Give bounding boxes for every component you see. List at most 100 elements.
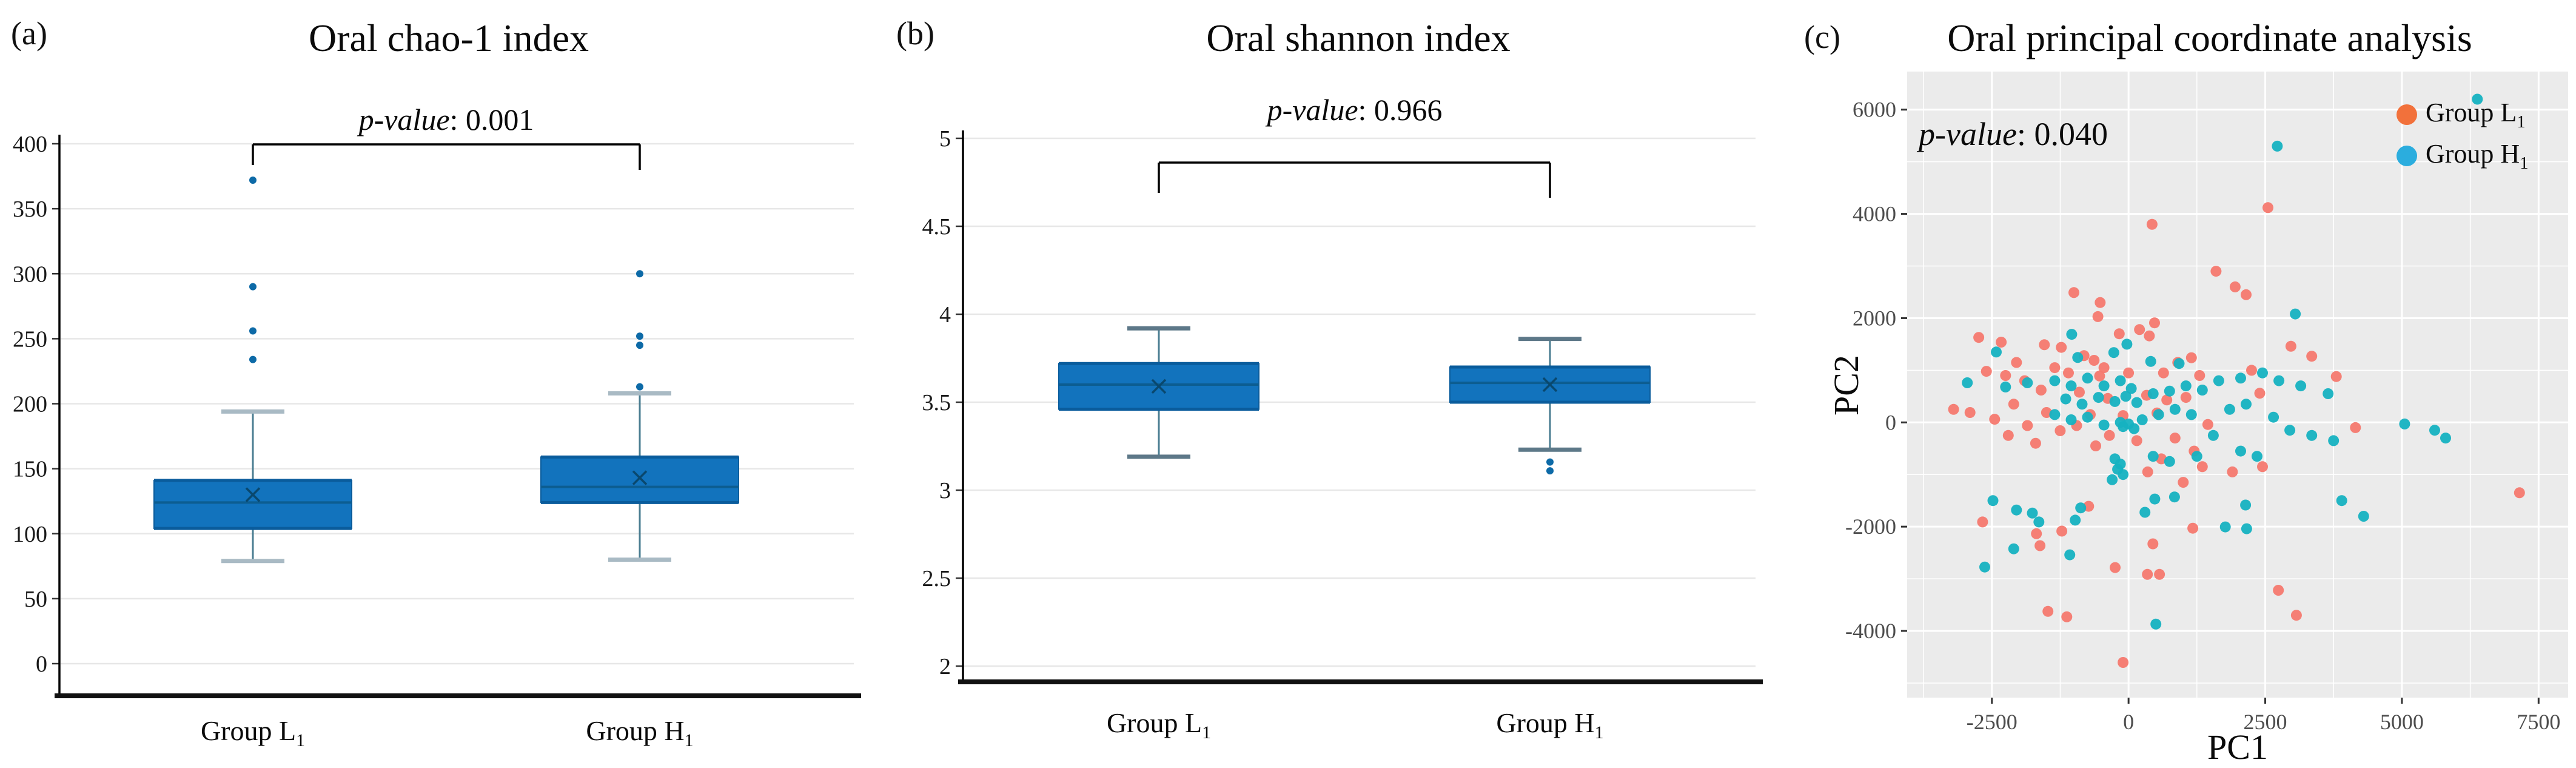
group-h1-point xyxy=(2399,418,2410,429)
group-h1-point xyxy=(2118,469,2129,480)
group-h1-point xyxy=(2336,495,2347,507)
group-l1-point xyxy=(2330,371,2342,382)
outlier-point xyxy=(249,283,257,291)
group-h1-point xyxy=(2358,511,2369,522)
group-l1-point xyxy=(2063,367,2074,379)
outlier-point xyxy=(636,383,643,391)
group-l1-point xyxy=(2169,433,2181,444)
group-h1-point xyxy=(2070,514,2081,526)
panel-b-pvalue-label: p-value xyxy=(1267,93,1358,127)
group-l1-point xyxy=(2049,362,2061,374)
group-l1-point xyxy=(2185,352,2197,363)
panel-a-title: Oral chao-1 index xyxy=(308,16,589,59)
group-h1-point xyxy=(2472,93,2483,105)
group-l1-point xyxy=(2285,340,2296,352)
y-tick-label: -4000 xyxy=(1845,619,1896,643)
group-l1-point xyxy=(1973,332,1985,343)
group-l1-point xyxy=(2030,437,2041,449)
y-tick-label: 4.5 xyxy=(922,214,951,240)
category-label: Group H1 xyxy=(586,715,694,751)
pc2-axis-title: PC2 xyxy=(1826,355,1866,416)
group-l1-point xyxy=(2202,419,2213,430)
y-tick-label: 150 xyxy=(13,457,47,482)
group-h1-point xyxy=(2145,355,2156,367)
group-l1-point xyxy=(2306,351,2318,362)
y-tick-label: 0 xyxy=(1885,410,1896,434)
group-l1-point xyxy=(2210,266,2222,277)
outlier-point xyxy=(636,332,643,340)
group-h1-legend-label: Group H1 xyxy=(2426,139,2529,173)
group-h1-point xyxy=(1979,561,1990,573)
y-tick-label: 400 xyxy=(13,132,47,157)
group-l1-point xyxy=(2144,330,2155,342)
mean-marker xyxy=(1151,379,1167,394)
group-l1-point xyxy=(2090,440,2101,451)
scatter-panel-background xyxy=(1907,72,2568,698)
group-h1-point xyxy=(2108,347,2119,359)
group-l1-point xyxy=(2022,420,2033,431)
group-h1-point xyxy=(2008,543,2019,554)
group-h1-point xyxy=(2185,409,2197,420)
y-tick-label: 4000 xyxy=(1853,202,1896,226)
group-l1-point xyxy=(2257,461,2268,473)
group-h1-point xyxy=(2149,493,2161,505)
group-l1-point xyxy=(2147,538,2159,550)
group-l1-point xyxy=(1964,407,1976,418)
y-tick-label: 300 xyxy=(13,261,47,287)
x-tick-label: 2500 xyxy=(2244,710,2287,734)
category-label: Group H1 xyxy=(1496,707,1604,743)
x-tick-label: 0 xyxy=(2123,710,2134,734)
group-l1-legend-label: Group L1 xyxy=(2426,98,2526,132)
group-l1-point xyxy=(2092,311,2104,322)
group-h1-point xyxy=(2125,383,2137,394)
group-l1-point xyxy=(2158,367,2169,379)
y-tick-label: 0 xyxy=(36,652,47,677)
group-h1-point xyxy=(2049,409,2061,420)
legend-item-group-h1: Group H1 xyxy=(2397,138,2529,173)
group-l1-point xyxy=(2246,365,2257,376)
y-tick-label: 250 xyxy=(13,326,47,352)
group-l1-point xyxy=(1948,403,1959,415)
group-h1-point xyxy=(2120,391,2132,402)
group-h1-point xyxy=(2207,429,2219,441)
group-h1-point xyxy=(2072,352,2084,363)
panel-b-title: Oral shannon index xyxy=(1206,16,1511,59)
mean-marker xyxy=(245,487,261,502)
group-l1-point xyxy=(2142,568,2153,580)
group-h1-point xyxy=(2098,419,2110,431)
group-h1-point xyxy=(2065,380,2077,392)
y-tick-label: 6000 xyxy=(1853,98,1896,122)
panel-c-pvalue-value: : 0.040 xyxy=(2016,116,2108,152)
outlier-point xyxy=(1546,467,1554,475)
group-l1-point xyxy=(2149,317,2160,329)
group-h1-point xyxy=(1987,495,1999,507)
group-l1-point xyxy=(2290,610,2302,621)
panel-c-title: Oral principal coordinate analysis xyxy=(1947,16,2472,59)
group-h1-point xyxy=(2273,375,2285,386)
group-h1-point xyxy=(2107,474,2118,485)
group-h1-point xyxy=(2121,339,2133,350)
y-tick-label: 2.5 xyxy=(922,566,951,591)
box xyxy=(153,479,352,530)
group-h1-point xyxy=(1962,377,1973,388)
group-h1-point xyxy=(2150,618,2162,630)
group-h1-point xyxy=(2065,414,2077,425)
legend-item-group-l1: Group L1 xyxy=(2397,97,2526,132)
group-l1-point xyxy=(2350,422,2361,433)
panel-a-pvalue-label: p-value xyxy=(358,103,450,136)
group-h1-point xyxy=(2153,409,2164,420)
pc1-axis-title: PC1 xyxy=(2207,727,2268,767)
group-l1-point xyxy=(2118,657,2129,668)
group-l1-point xyxy=(2095,297,2106,308)
group-l1-point xyxy=(2194,370,2205,381)
group-h1-point xyxy=(1991,346,2002,358)
group-h1-point xyxy=(2011,504,2022,516)
x-tick-label: 5000 xyxy=(2380,710,2424,734)
y-tick-label: 3.5 xyxy=(922,390,951,416)
group-l1-point xyxy=(2196,461,2208,473)
group-h1-point xyxy=(2168,491,2180,503)
group-l1-point xyxy=(2110,562,2121,573)
group-l1-point xyxy=(1981,366,1992,377)
